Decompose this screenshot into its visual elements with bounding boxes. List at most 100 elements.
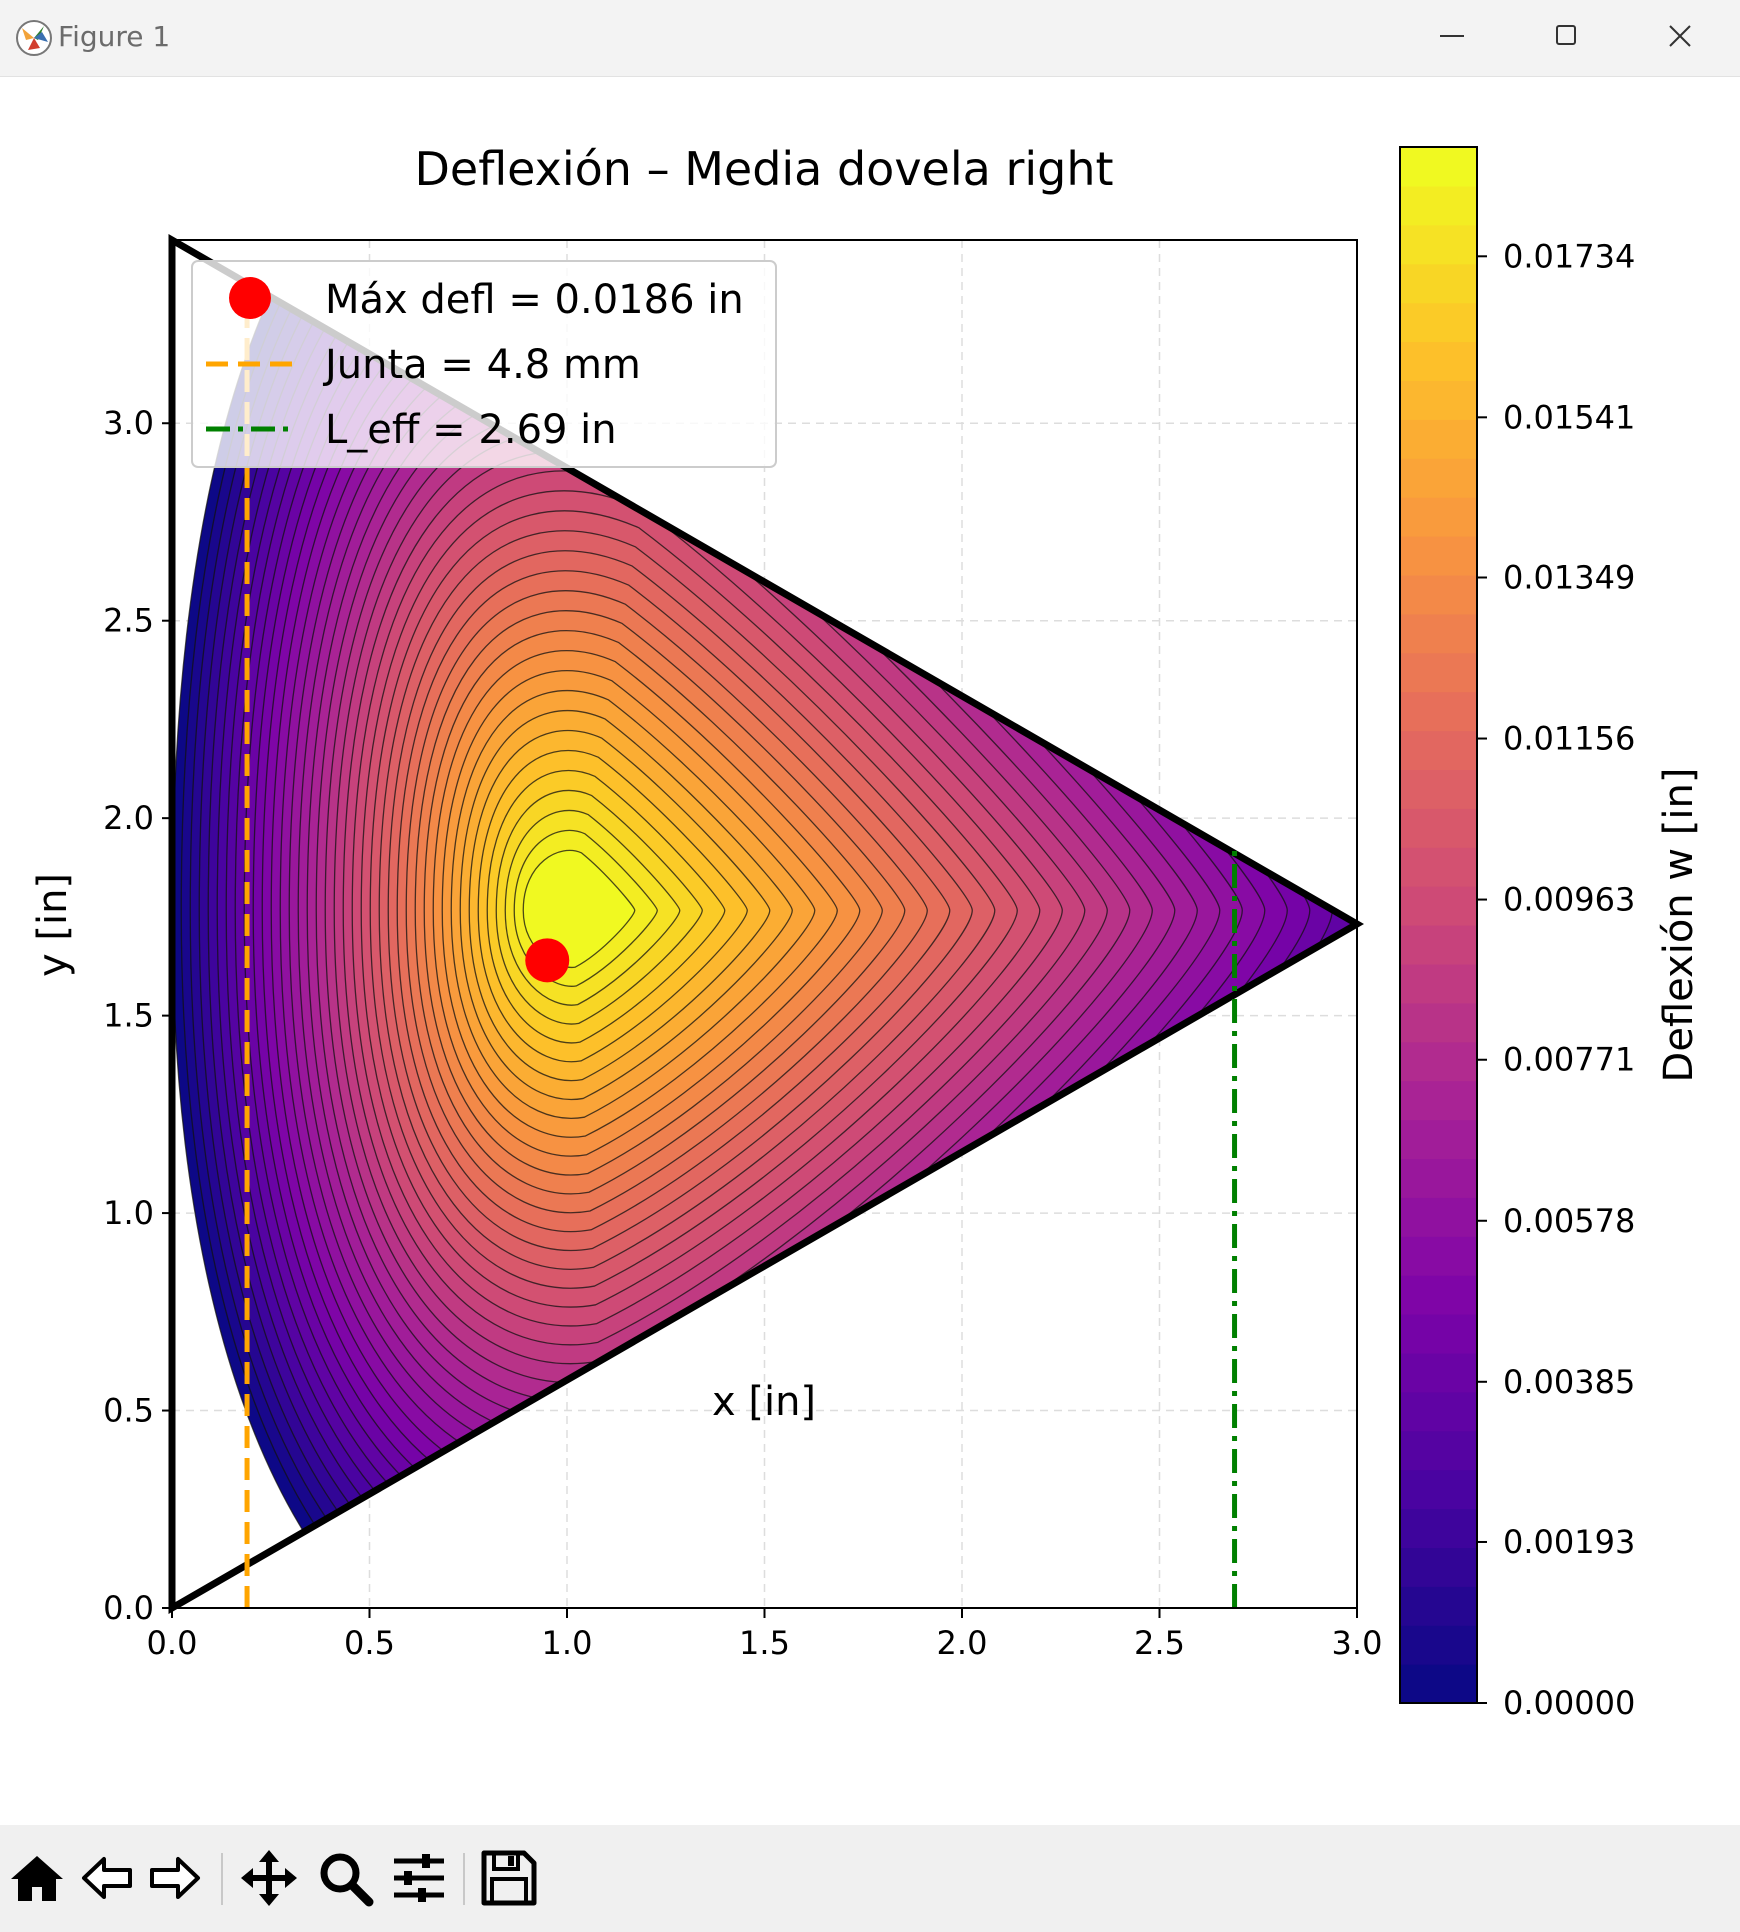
colorbar-tick-label: 0.00963 [1503, 881, 1635, 919]
colorbar-band [1400, 925, 1477, 965]
configure-subplots-button[interactable] [388, 1847, 450, 1909]
zoom-button[interactable] [314, 1847, 376, 1909]
colorbar-band [1400, 1236, 1477, 1276]
x-tick-label: 1.5 [739, 1624, 790, 1662]
y-tick-label: 1.0 [103, 1194, 154, 1232]
colorbar-tick-label: 0.00193 [1503, 1523, 1635, 1561]
colorbar-band [1400, 1352, 1477, 1393]
y-axis: 0.0 0.5 1.0 1.5 2.0 2.5 3.0 [103, 404, 172, 1627]
colorbar-band [1400, 652, 1477, 693]
forward-icon [150, 1857, 200, 1899]
colorbar-band [1400, 1547, 1477, 1587]
contour-plot: 0.0 0.5 1.0 1.5 2.0 2.5 3.0 0.0 0.5 1.0 1.5 2.0 2.5… [30, 142, 1702, 1722]
legend: Máx defl = 0.0186 in Junta = 4.8 mm L_ef… [191, 260, 777, 468]
colorbar-band [1400, 1041, 1477, 1082]
colorbar-band [1400, 808, 1477, 848]
colorbar-band [1400, 1080, 1477, 1121]
title-bar: Figure 1 [0, 0, 1740, 77]
colorbar-tick-label: 0.01349 [1503, 559, 1635, 597]
y-tick-label: 0.0 [103, 1589, 154, 1627]
pan-button[interactable] [238, 1847, 300, 1909]
forward-button[interactable] [144, 1847, 206, 1909]
x-tick-label: 0.5 [344, 1624, 395, 1662]
y-tick-label: 2.0 [103, 799, 154, 837]
save-icon [481, 1850, 537, 1906]
back-button[interactable] [76, 1847, 138, 1909]
colorbar-band [1400, 1625, 1477, 1665]
legend-label-junta: Junta = 4.8 mm [322, 342, 641, 388]
x-tick-label: 3.0 [1332, 1624, 1383, 1662]
chart-title: Deflexión – Media dovela right [414, 142, 1113, 196]
legend-max-marker [229, 277, 271, 319]
colorbar-band [1400, 536, 1477, 576]
colorbar-band [1400, 1430, 1477, 1471]
matplotlib-logo-icon [16, 20, 52, 56]
colorbar-band [1400, 1586, 1477, 1626]
zoom-icon [320, 1853, 374, 1907]
close-icon [1669, 25, 1691, 47]
colorbar-band [1400, 730, 1477, 770]
colorbar-band [1400, 1158, 1477, 1198]
colorbar-band [1400, 380, 1477, 420]
maximize-button[interactable] [1512, 0, 1622, 76]
x-tick-label: 1.0 [542, 1624, 593, 1662]
x-tick-label: 2.5 [1134, 1624, 1185, 1662]
colorbar-band [1400, 497, 1477, 537]
pan-icon [241, 1850, 297, 1906]
colorbar-band [1400, 1664, 1477, 1704]
colorbar-tick-label: 0.00000 [1503, 1684, 1635, 1722]
colorbar-band [1400, 1469, 1477, 1510]
colorbar-tick-label: 0.00578 [1503, 1202, 1635, 1240]
colorbar-tick-label: 0.00385 [1503, 1363, 1635, 1401]
colorbar-tick-label: 0.01156 [1503, 720, 1635, 758]
y-tick-label: 0.5 [103, 1392, 154, 1430]
legend-label-max: Máx defl = 0.0186 in [325, 277, 744, 323]
colorbar-band [1400, 147, 1477, 187]
x-tick-label: 2.0 [937, 1624, 988, 1662]
configure-subplots-icon [394, 1854, 444, 1902]
save-button[interactable] [478, 1847, 540, 1909]
colorbar-band [1400, 574, 1477, 615]
colorbar-band [1400, 691, 1477, 732]
colorbar-tick-label: 0.01734 [1503, 237, 1635, 275]
x-axis-label: x [in] [712, 1379, 816, 1425]
toolbar-separator [463, 1853, 465, 1905]
colorbar-band [1400, 1314, 1477, 1354]
y-tick-label: 3.0 [103, 404, 154, 442]
max-deflection-marker [525, 938, 570, 983]
colorbar-tick-label: 0.00771 [1503, 1041, 1635, 1079]
back-icon [82, 1857, 132, 1899]
colorbar-band [1400, 419, 1477, 459]
colorbar-band [1400, 1508, 1477, 1548]
window-title: Figure 1 [58, 20, 171, 53]
colorbar-band [1400, 613, 1477, 654]
colorbar-band [1400, 1197, 1477, 1237]
minimize-button[interactable] [1398, 0, 1508, 76]
home-icon [11, 1856, 63, 1901]
colorbar-band [1400, 1119, 1477, 1159]
colorbar-band [1400, 302, 1477, 343]
colorbar-band [1400, 458, 1477, 498]
figure-canvas[interactable]: 0.0 0.5 1.0 1.5 2.0 2.5 3.0 0.0 0.5 1.0 1.5 2.0 2.5… [0, 77, 1740, 1825]
colorbar-band [1400, 769, 1477, 809]
colorbar-label: Deflexión w [in] [1656, 768, 1702, 1083]
y-tick-label: 1.5 [103, 997, 154, 1035]
y-tick-label: 2.5 [103, 602, 154, 640]
colorbar-tick-label: 0.01541 [1503, 398, 1635, 436]
colorbar: 0.01734 0.01541 0.01349 0.01156 0.00963 0.007… [1399, 146, 1702, 1722]
colorbar-band [1400, 1002, 1477, 1043]
close-button[interactable] [1626, 0, 1736, 76]
colorbar-band [1400, 185, 1477, 226]
y-axis-label: y [in] [30, 873, 76, 977]
colorbar-band [1400, 263, 1477, 304]
colorbar-frame [1399, 146, 1478, 1704]
colorbar-band [1400, 224, 1477, 265]
home-button[interactable] [6, 1847, 68, 1909]
legend-label-l-eff: L_eff = 2.69 in [325, 407, 617, 453]
minimize-icon [1440, 35, 1464, 37]
colorbar-band [1400, 1275, 1477, 1315]
colorbar-band [1400, 1391, 1477, 1432]
toolbar-separator [221, 1853, 223, 1905]
colorbar-bands [1400, 147, 1477, 1704]
x-axis: 0.0 0.5 1.0 1.5 2.0 2.5 3.0 [147, 1608, 1383, 1662]
